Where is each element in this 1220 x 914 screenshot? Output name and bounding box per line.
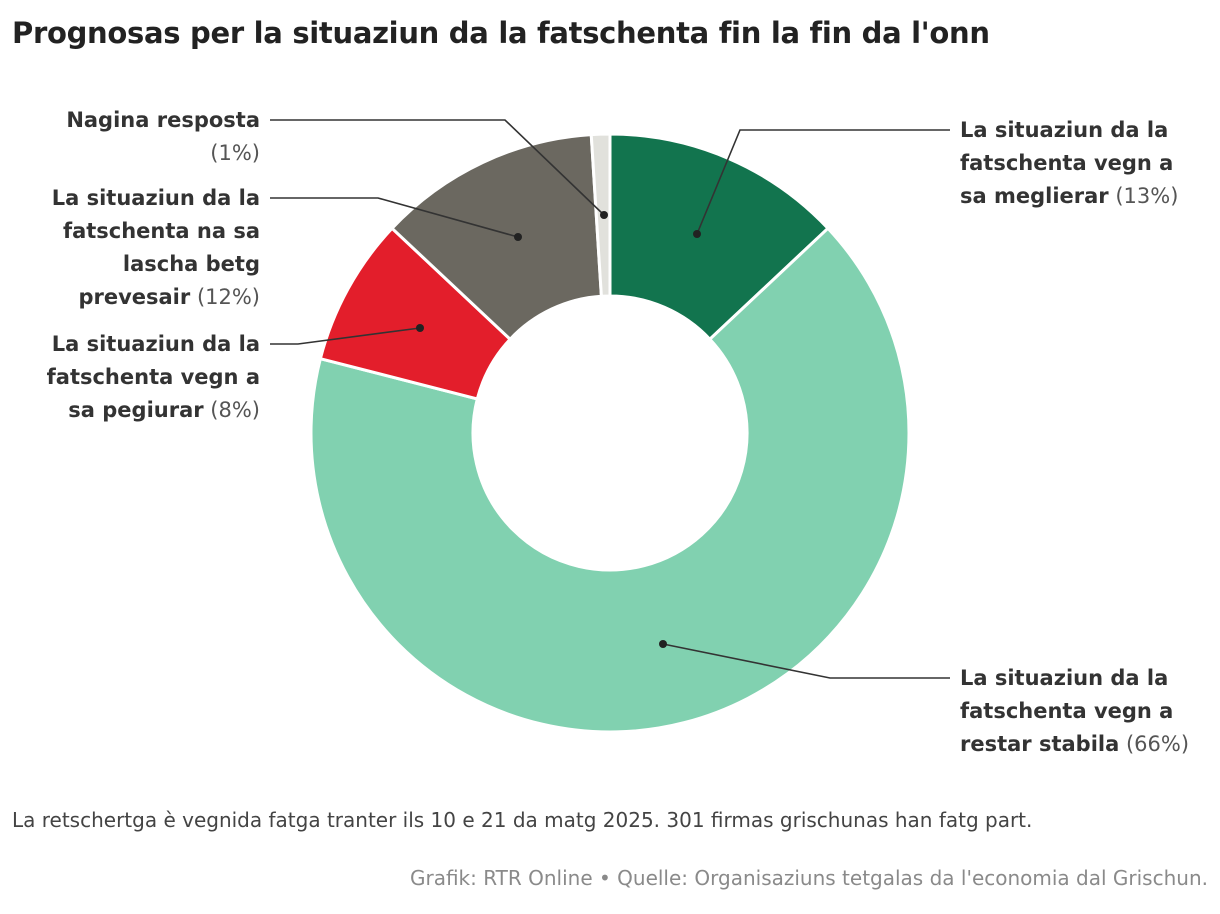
leader-dot-unpredictable	[514, 233, 522, 241]
label-stable: La situaziun da la fatschenta vegn a res…	[960, 666, 1190, 756]
leader-line-stable	[662, 643, 950, 679]
leader-lines	[270, 119, 950, 679]
slice-unpredictable	[389, 132, 603, 342]
value-label-unpredictable: (12%)	[196, 285, 260, 309]
survey-note: La retschertga è vegnida fatga tranter i…	[12, 808, 1033, 832]
leader-dot-worse	[416, 324, 424, 332]
label-worse: La situaziun da la fatschenta vegn a sa …	[46, 332, 260, 422]
label-improve: La situaziun da la fatschenta vegn a sa …	[960, 118, 1179, 208]
leader-dot-no-answer	[600, 211, 608, 219]
leader-line-unpredictable	[270, 197, 519, 238]
value-label-improve: (13%)	[1115, 184, 1179, 208]
value-label-stable: (66%)	[1125, 732, 1190, 756]
source-credit: Grafik: RTR Online • Quelle: Organisaziu…	[409, 866, 1208, 890]
chart-title: Prognosas per la situaziun da la fatsche…	[12, 16, 990, 50]
label-no-answer: Nagina resposta (1%)	[66, 108, 260, 165]
leader-line-no-answer	[270, 119, 605, 216]
slice-improve	[608, 132, 831, 342]
leader-line-improve	[696, 129, 950, 235]
leader-dot-improve	[693, 230, 701, 238]
label-unpredictable: La situaziun da la fatschenta na sa lasc…	[51, 186, 260, 309]
value-label-worse: (8%)	[210, 398, 260, 422]
leader-line-worse	[270, 327, 421, 345]
value-label-no-answer: (1%)	[210, 141, 260, 165]
leader-dot-stable	[659, 640, 667, 648]
slice-stable	[309, 226, 911, 734]
donut-slices	[309, 132, 911, 734]
